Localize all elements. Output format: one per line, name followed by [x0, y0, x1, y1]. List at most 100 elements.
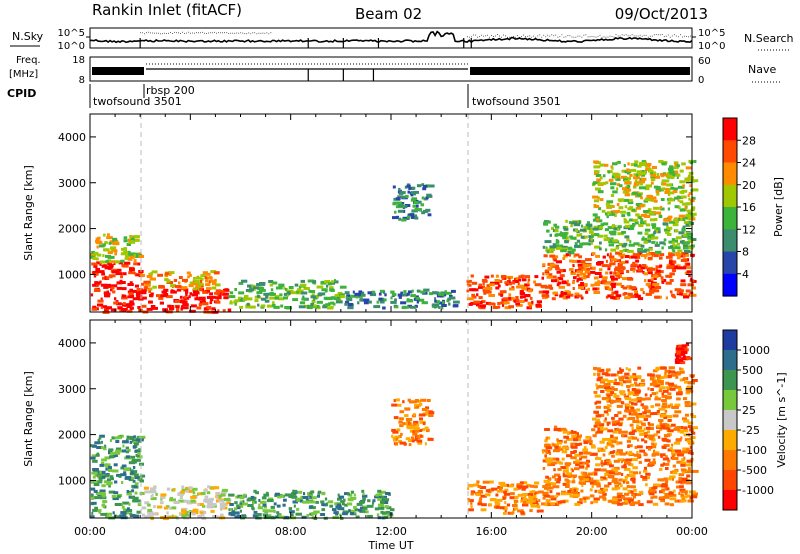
data-cell [684, 413, 689, 417]
data-cell [577, 277, 583, 281]
data-cell [606, 204, 613, 208]
data-cell [609, 262, 616, 266]
data-cell [624, 179, 630, 183]
data-cell [640, 170, 647, 174]
data-cell [658, 389, 663, 393]
data-cell [554, 293, 559, 297]
data-cell [581, 484, 584, 488]
data-cell [610, 275, 615, 279]
data-cell [619, 261, 626, 265]
data-cell [649, 492, 655, 496]
data-cell [150, 272, 153, 275]
data-cell [663, 218, 668, 222]
data-cell [651, 442, 657, 446]
data-cell [489, 498, 496, 502]
data-cell [321, 503, 325, 506]
data-cell [690, 208, 695, 212]
data-cell [581, 455, 588, 459]
data-cell [585, 435, 591, 439]
data-cell [578, 286, 584, 290]
data-cell [416, 289, 421, 293]
data-cell [501, 276, 505, 280]
data-cell [536, 503, 540, 507]
data-cell [418, 200, 422, 204]
data-cell [640, 173, 645, 177]
data-cell [330, 280, 334, 284]
data-cell [350, 496, 357, 500]
data-cell [570, 221, 578, 225]
data-cell [603, 419, 607, 423]
data-cell [126, 490, 129, 493]
data-cell [575, 463, 580, 467]
data-cell [661, 413, 667, 417]
data-cell [198, 303, 203, 307]
data-cell [99, 463, 105, 467]
data-cell [645, 292, 652, 296]
colorbar-swatch [723, 251, 737, 275]
data-cell [278, 283, 285, 287]
data-cell [592, 213, 598, 217]
data-cell [306, 513, 310, 517]
data-cell [660, 478, 664, 482]
data-cell [285, 288, 288, 291]
data-cell [548, 249, 551, 252]
data-cell [398, 187, 401, 191]
data-cell [562, 469, 569, 473]
data-cell [519, 290, 524, 294]
data-cell [510, 492, 515, 496]
data-cell [667, 382, 675, 386]
data-cell [602, 222, 609, 226]
data-cell [534, 275, 539, 279]
data-cell [132, 297, 140, 301]
data-cell [651, 392, 657, 396]
data-cell [320, 513, 325, 516]
data-cell [659, 264, 663, 268]
data-cell [611, 239, 618, 243]
data-cell [592, 182, 596, 186]
data-cell [197, 514, 202, 518]
data-cell [408, 186, 414, 190]
data-cell [627, 489, 631, 493]
data-cell [622, 248, 626, 252]
data-cell [399, 441, 406, 445]
data-cell [680, 493, 684, 497]
data-cell [663, 228, 671, 232]
data-cell [689, 496, 693, 500]
data-cell [684, 470, 692, 474]
data-cell [649, 267, 655, 271]
data-cell [571, 445, 578, 449]
colorbar-swatch [723, 162, 737, 186]
data-cell [529, 509, 533, 513]
data-cell [648, 285, 653, 289]
data-cell [643, 220, 647, 224]
data-cell [669, 173, 676, 177]
data-cell [204, 495, 209, 499]
data-cell [668, 263, 675, 267]
data-cell [587, 472, 595, 476]
data-cell [411, 289, 414, 293]
data-cell [691, 492, 698, 496]
data-cell [166, 515, 172, 519]
data-cell [617, 266, 625, 270]
data-cell [584, 283, 588, 287]
data-cell [261, 304, 266, 308]
data-cell [100, 297, 103, 301]
data-cell [664, 502, 670, 506]
data-cell [687, 236, 693, 240]
noise-panel: N.Sky 10^5 10^0 10^5 10^0 N.Search [10, 27, 794, 52]
data-cell [391, 403, 398, 407]
data-cell [110, 308, 117, 312]
data-cell [579, 267, 586, 271]
data-cell [583, 226, 588, 230]
data-cell [636, 455, 641, 459]
data-cell [589, 494, 595, 498]
data-cell [543, 254, 548, 258]
data-cell [654, 397, 661, 401]
data-cell [595, 400, 602, 404]
data-cell [275, 515, 281, 519]
data-cell [636, 416, 639, 420]
data-cell [611, 285, 616, 289]
data-cell [645, 187, 650, 191]
data-cell [239, 504, 244, 508]
data-cell [127, 290, 133, 294]
